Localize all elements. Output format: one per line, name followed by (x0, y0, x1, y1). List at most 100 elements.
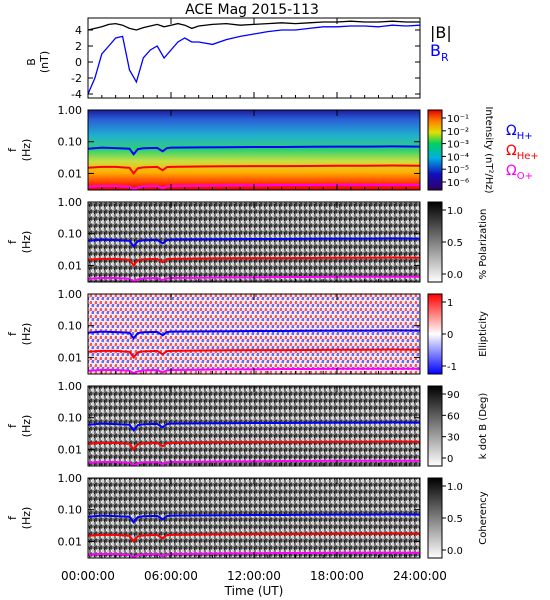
panel-coherency: Coherency (87, 477, 489, 559)
legend-br: BR (430, 41, 449, 64)
panel-polarization: % Polarization (87, 201, 489, 283)
colorbar-tick-label: 1.0 (447, 482, 463, 493)
y-tick-label-spectrogram: 1.00 (58, 472, 83, 485)
y-tick-label-field: 0 (75, 56, 82, 69)
colorbar-tick-label: 0 (447, 330, 453, 341)
x-tick-label: 12:00:00 (227, 569, 281, 583)
x-tick-label: 00:00:00 (61, 569, 115, 583)
y-tick-label-spectrogram: 1.00 (58, 104, 83, 117)
legend-omega-he: ΩHe+ (506, 143, 539, 162)
colorbar-kdotb (427, 385, 443, 467)
y-tick-label-field: 2 (75, 40, 82, 53)
cyclotron-line (87, 183, 420, 191)
y-label-spectrogram: f (6, 239, 19, 244)
cyclotron-line (87, 532, 421, 544)
y-unit-spectrogram: (Hz) (20, 323, 33, 346)
y-tick-label-spectrogram: 0.10 (58, 136, 83, 149)
y-label-field: B (25, 58, 38, 66)
cyclotron-line (87, 256, 421, 268)
omega-he-symbol: Ω (506, 143, 517, 159)
colorbar-tick-label: 10⁻⁵ (447, 165, 469, 176)
x-tick-label: 18:00:00 (310, 569, 364, 583)
y-tick-label-spectrogram: 1.00 (58, 196, 83, 209)
y-unit-spectrogram: (Hz) (20, 139, 33, 162)
colorbar-intensity (427, 109, 443, 191)
y-tick-label-spectrogram: 0.01 (58, 443, 83, 456)
y-tick-label-spectrogram: 0.01 (58, 167, 83, 180)
colorbar-coherency (427, 477, 443, 559)
colorbar-tick-label: 10⁻¹ (447, 114, 469, 125)
y-tick-label-spectrogram: 0.10 (58, 412, 83, 425)
legend-cyclotron: ΩH+ ΩHe+ ΩO+ (506, 123, 539, 182)
y-label-spectrogram: f (6, 515, 19, 520)
colorbar-tick-label: 10⁻⁴ (447, 152, 469, 163)
legend-omega-o: ΩO+ (506, 163, 533, 182)
field-lines (87, 20, 421, 95)
spectrogram-overlays: 1.000.100.01f (Hz)10⁻¹10⁻²10⁻³10⁻⁴10⁻⁵10⁻… (6, 104, 469, 559)
cyclotron-line (87, 551, 420, 559)
y-tick-label-spectrogram: 0.01 (58, 259, 83, 272)
panel-ellipticity: Ellipticity (87, 293, 489, 375)
omega-he-sub: He+ (517, 151, 539, 162)
colorbar-tick-label: 30 (447, 433, 460, 444)
colorbar-tick-label: 0.5 (447, 238, 463, 249)
cyclotron-line (87, 237, 421, 248)
legend-omega-h: ΩH+ (506, 123, 533, 142)
colorbar-label-polarization: % Polarization (478, 209, 489, 280)
y-unit-spectrogram: (Hz) (20, 415, 33, 438)
colorbar-tick-label: 0 (447, 454, 453, 465)
cyclotron-line (87, 367, 420, 375)
colorbar-tick-label: 60 (447, 411, 460, 422)
colorbar-label-ellipticity: Ellipticity (478, 311, 489, 357)
x-axis-label: Time (UT) (224, 584, 284, 598)
panel-field: 420-2-4 B (nT) |B| BR (25, 17, 452, 101)
y-tick-label-spectrogram: 0.01 (58, 351, 83, 364)
omega-h-sub: H+ (517, 131, 533, 142)
colorbar-label-kdotb: k dot B (Deg) (478, 393, 489, 460)
field-series-line (87, 20, 420, 31)
colorbar-tick-label: 1 (447, 298, 453, 309)
y-label-spectrogram: f (6, 331, 19, 336)
y-tick-label-field: 4 (75, 24, 82, 37)
colorbar-label-intensity: Intensity (nT²/Hz) (483, 106, 494, 193)
cyclotron-line (87, 145, 421, 156)
colorbar-tick-label: 10⁻⁶ (447, 178, 469, 189)
legend-total-field: |B| (430, 23, 452, 42)
y-unit-spectrogram: (Hz) (20, 507, 33, 530)
legend-br-main: B (430, 41, 441, 60)
legend-br-sub: R (441, 51, 449, 64)
time-axis: 00:00:00 06:00:00 12:00:00 18:00:00 24:00:00 (61, 18, 447, 583)
colorbar-polarization (427, 201, 443, 283)
y-tick-label-field: -2 (71, 72, 82, 85)
y-label-spectrogram: f (6, 423, 19, 428)
colorbar-ellipticity (427, 293, 443, 375)
colorbar-tick-label: 0.0 (447, 546, 463, 557)
colorbar-tick-label: 0.0 (447, 270, 463, 281)
x-tick-label: 24:00:00 (393, 569, 447, 583)
y-axis-ticks-field: 4 2 0 -2 -4 (71, 24, 420, 101)
colorbar-tick-label: 90 (447, 390, 460, 401)
y-tick-label-spectrogram: 0.10 (58, 228, 83, 241)
figure-title: ACE Mag 2015-113 (185, 2, 319, 18)
y-tick-label-spectrogram: 1.00 (58, 380, 83, 393)
omega-o-sub: O+ (517, 171, 533, 182)
y-unit-spectrogram: (Hz) (20, 231, 33, 254)
cyclotron-line (87, 348, 421, 360)
omega-o-symbol: Ω (506, 163, 517, 179)
colorbar-tick-label: 1.0 (447, 206, 463, 217)
colorbar-label-coherency: Coherency (478, 491, 489, 544)
cyclotron-line (87, 459, 420, 467)
omega-h-symbol: Ω (506, 123, 517, 139)
y-label-spectrogram: f (6, 147, 19, 152)
y-tick-label-spectrogram: 0.10 (58, 320, 83, 333)
x-tick-label: 06:00:00 (144, 569, 198, 583)
y-tick-label-field: -4 (71, 88, 82, 101)
y-tick-label-spectrogram: 1.00 (58, 288, 83, 301)
cyclotron-line (87, 164, 421, 176)
cyclotron-line (87, 440, 421, 452)
y-tick-label-spectrogram: 0.10 (58, 504, 83, 517)
colorbar-tick-label: 0.5 (447, 514, 463, 525)
cyclotron-line (87, 513, 421, 524)
